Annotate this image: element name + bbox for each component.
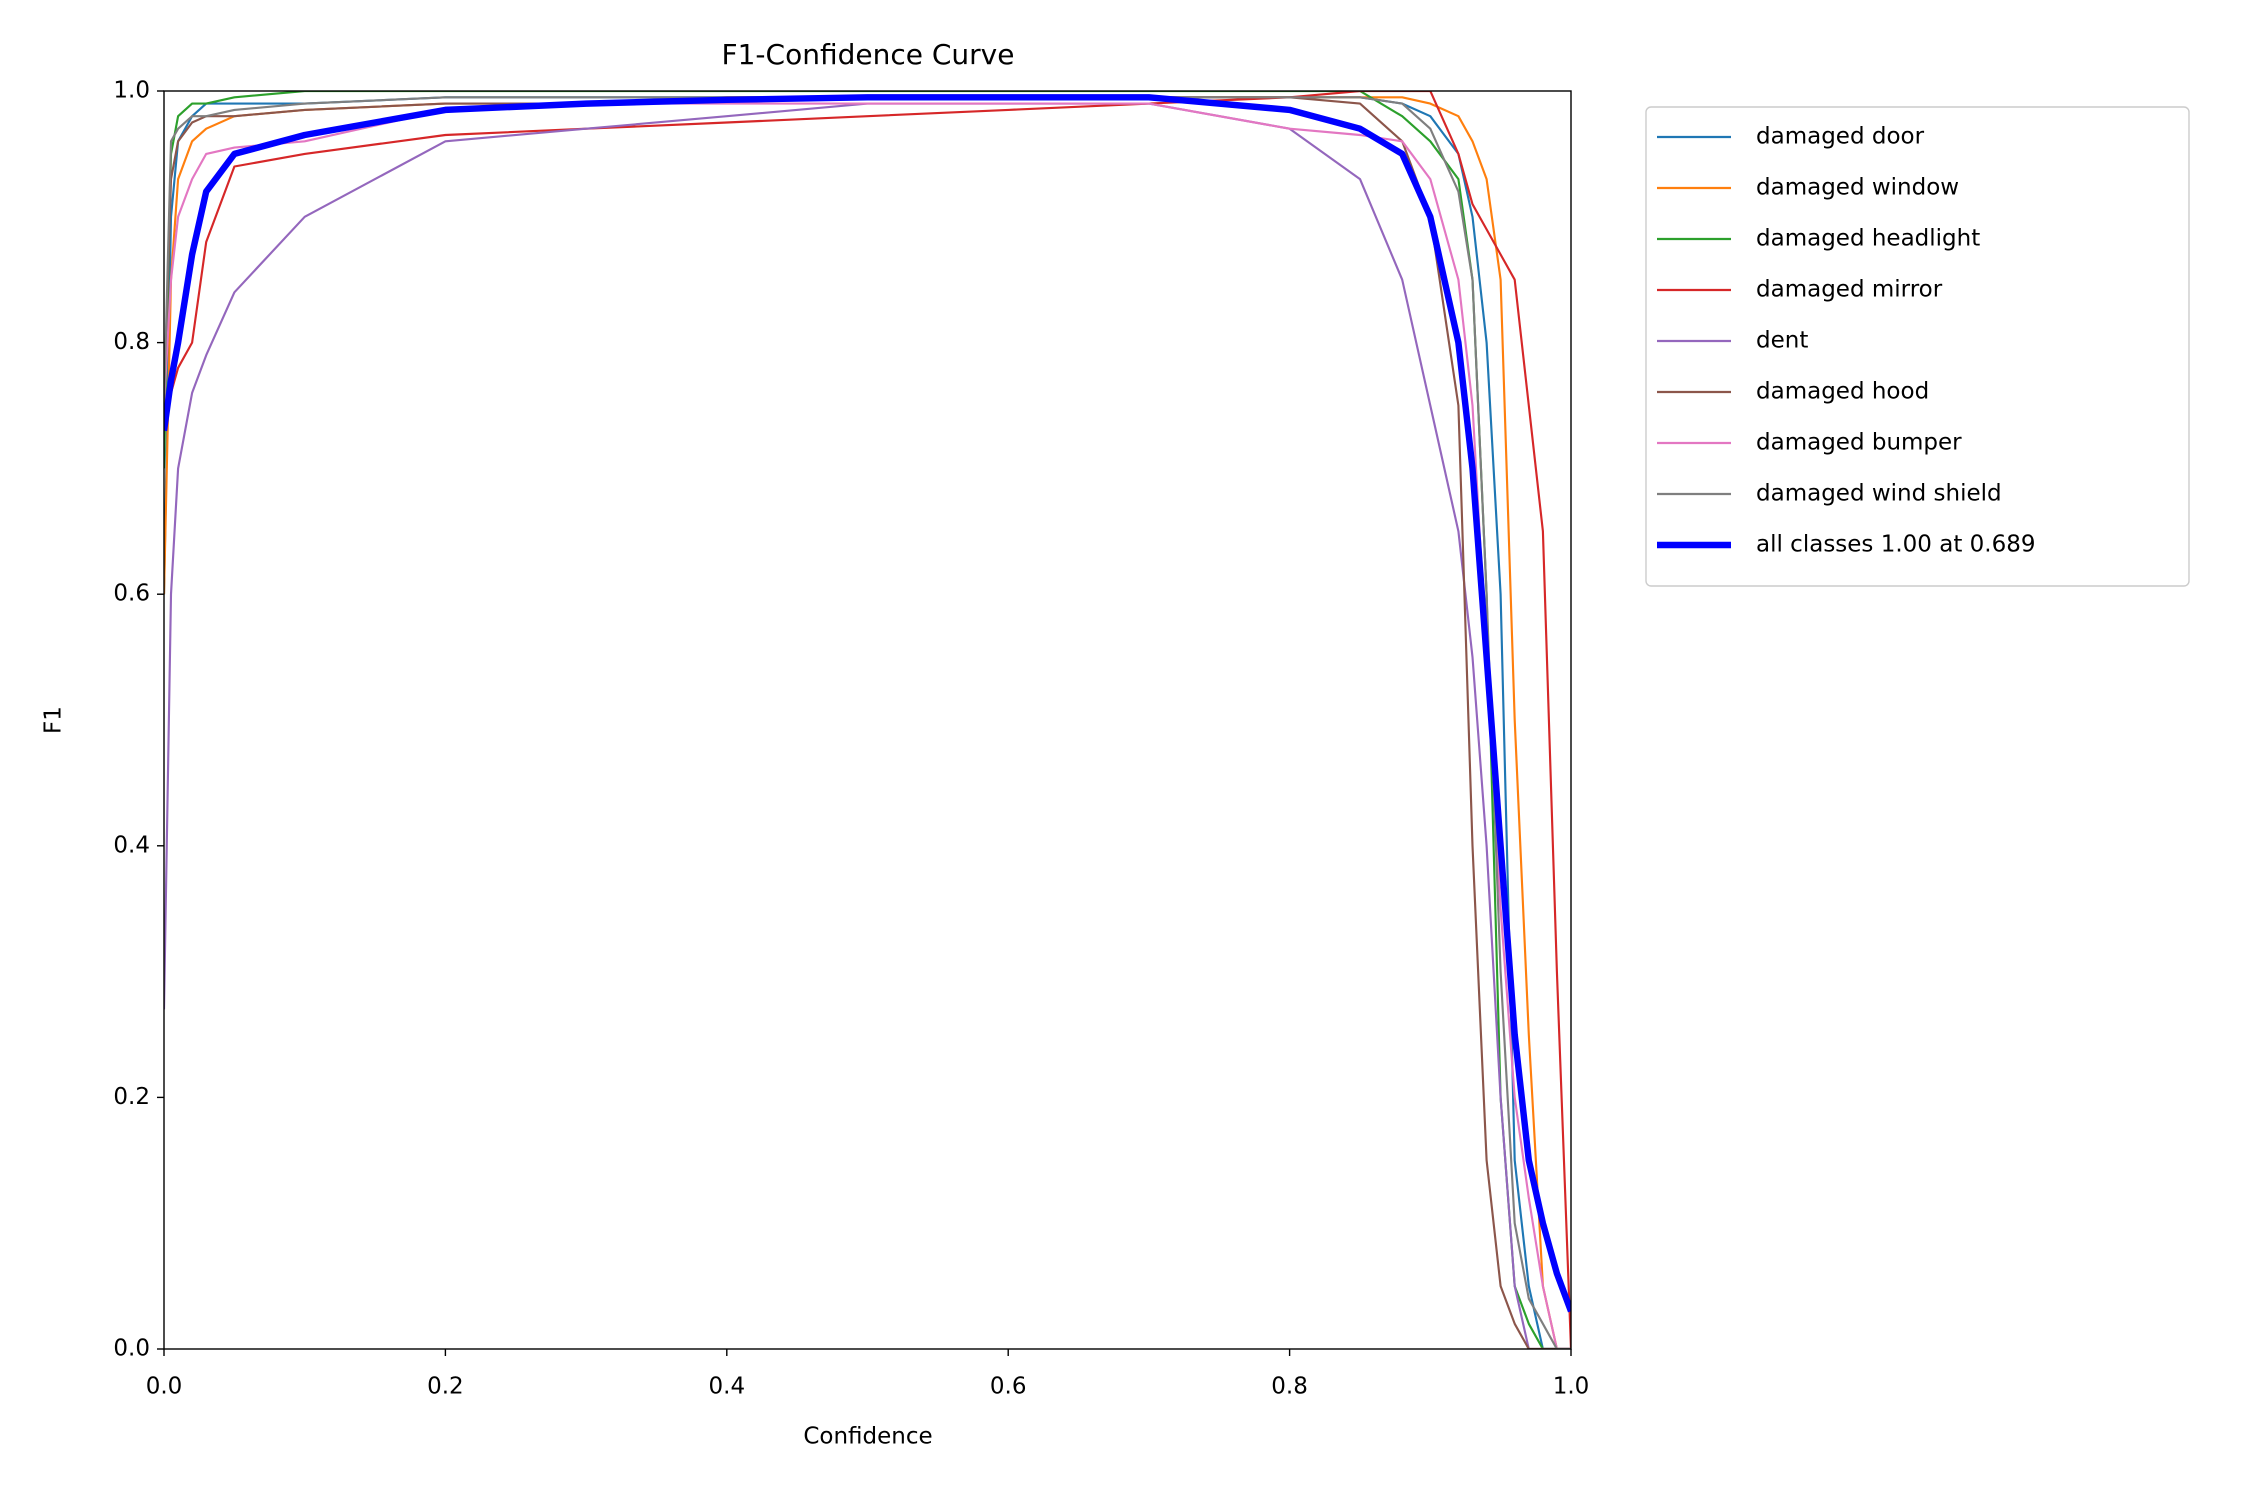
series-line <box>164 94 1571 1313</box>
y-tick-label: 0.4 <box>113 832 150 858</box>
series-line <box>164 102 1571 1349</box>
series-line <box>164 91 1571 1349</box>
series-line <box>164 102 1571 1349</box>
series-line <box>164 96 1571 1349</box>
y-tick-label: 1.0 <box>113 78 150 104</box>
x-tick-label: 0.4 <box>709 1374 746 1400</box>
x-tick-label: 0.0 <box>146 1374 183 1400</box>
x-tick-label: 0.6 <box>990 1374 1027 1400</box>
y-tick-label: 0.8 <box>113 329 150 355</box>
series-line <box>164 96 1571 1349</box>
y-tick-label: 0.0 <box>113 1336 150 1362</box>
y-tick-label: 0.6 <box>113 581 150 607</box>
legend-label: damaged window <box>1756 175 1959 201</box>
series-line <box>164 96 1571 1349</box>
legend-label: all classes 1.00 at 0.689 <box>1756 532 2036 558</box>
x-axis-label: Confidence <box>803 1424 932 1450</box>
legend-label: damaged wind shield <box>1756 481 2002 507</box>
chart-title: F1-Confidence Curve <box>722 38 1015 71</box>
series-line <box>164 91 1571 1349</box>
x-tick-label: 0.2 <box>427 1374 464 1400</box>
x-tick-label: 1.0 <box>1553 1374 1590 1400</box>
series-line <box>164 96 1571 1349</box>
legend-label: damaged bumper <box>1756 430 1962 456</box>
y-axis-label: F1 <box>41 706 67 734</box>
legend-label: dent <box>1756 328 1808 354</box>
x-tick-label: 0.8 <box>1271 1374 1308 1400</box>
plot-frame <box>163 90 1572 1350</box>
legend-box <box>1645 106 2190 587</box>
y-tick-label: 0.2 <box>113 1084 150 1110</box>
legend-label: damaged hood <box>1756 379 1929 405</box>
legend-label: damaged mirror <box>1756 277 1943 303</box>
legend-label: damaged door <box>1756 124 1925 150</box>
legend-label: damaged headlight <box>1756 226 1980 252</box>
